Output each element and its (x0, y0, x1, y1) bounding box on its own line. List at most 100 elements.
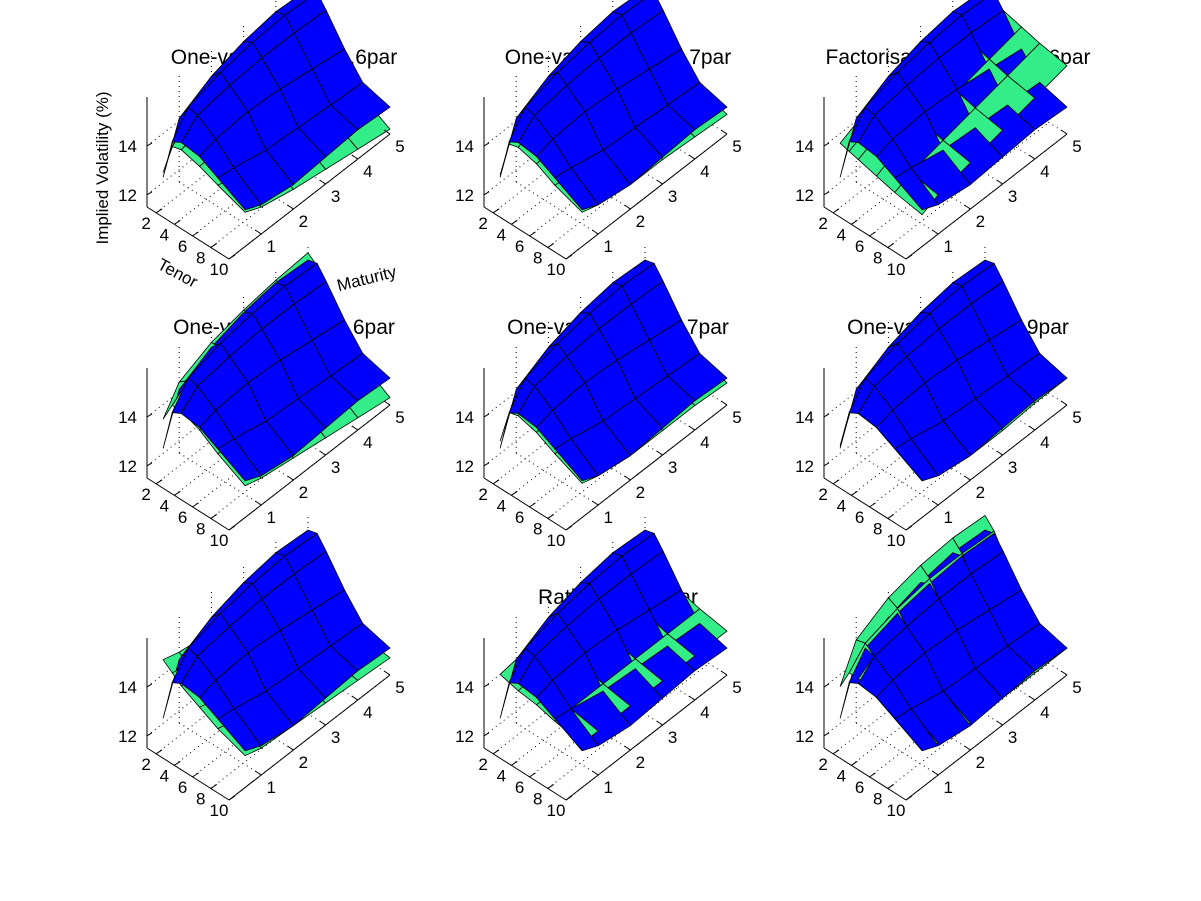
z-tick-label: 14 (118, 678, 137, 697)
maturity-tick-label: 4 (363, 162, 372, 181)
maturity-tick-label: 5 (1072, 678, 1081, 697)
maturity-tick-label: 1 (266, 237, 275, 256)
maturity-tick-label: 3 (331, 187, 340, 206)
maturity-tick-label: 4 (700, 703, 709, 722)
tenor-tick-label: 4 (837, 496, 846, 515)
z-tick-label: 14 (118, 408, 137, 427)
maturity-tick-label: 5 (395, 678, 404, 697)
surfaces (162, 529, 391, 757)
subplot-5: One-var 3rd chaos,7par121424681012345 (455, 243, 742, 550)
tenor-tick-label: 8 (873, 248, 882, 267)
z-tick-label: 14 (455, 678, 474, 697)
maturity-tick-label: 1 (266, 778, 275, 797)
maturity-tick-label: 1 (943, 237, 952, 256)
z-tick-label: 14 (795, 137, 814, 156)
tenor-axis (146, 206, 230, 260)
z-tick-label: 14 (795, 678, 814, 697)
tenor-tick-label: 4 (497, 225, 506, 244)
surfaces (499, 0, 728, 213)
tenor-tick-label: 4 (160, 766, 169, 785)
z-tick-label: 12 (118, 727, 137, 746)
tenor-tick-label: 10 (547, 531, 566, 550)
tenor-tick-label: 8 (196, 248, 205, 267)
tenor-tick-label: 6 (178, 778, 187, 797)
subplot-3: Factorisable 2nd chaos,6par1214246810123… (795, 0, 1091, 279)
maturity-tick-label: 3 (668, 187, 677, 206)
tenor-tick-label: 10 (210, 801, 229, 820)
tenor-tick-label: 8 (873, 519, 882, 538)
tenor-axis (483, 747, 567, 801)
z-tick-label: 14 (118, 137, 137, 156)
z-tick-label: 12 (455, 727, 474, 746)
subplot-6: One-var 3rd chaos,9par121424681012345 (795, 243, 1082, 550)
tenor-tick-label: 8 (196, 789, 205, 808)
maturity-axis (565, 133, 728, 260)
tenor-tick-label: 6 (855, 778, 864, 797)
market-surface-patch (217, 438, 262, 482)
tenor-tick-label: 2 (478, 214, 487, 233)
tenor-tick-label: 2 (478, 755, 487, 774)
tenor-tick-label: 6 (855, 508, 864, 527)
maturity-tick-label: 1 (603, 508, 612, 527)
z-axis-label: Implied Volatility (%) (93, 91, 112, 244)
z-tick-label: 12 (455, 457, 474, 476)
maturity-tick-label: 5 (395, 408, 404, 427)
z-tick-label: 12 (795, 727, 814, 746)
market-surface-patch (217, 708, 262, 752)
maturity-tick-label: 2 (976, 483, 985, 502)
maturity-tick-label: 2 (976, 212, 985, 231)
z-tick-label: 12 (795, 457, 814, 476)
tenor-tick-label: 4 (160, 496, 169, 515)
tenor-tick-label: 6 (515, 237, 524, 256)
maturity-axis (905, 674, 1068, 801)
z-tick-label: 12 (455, 186, 474, 205)
subplot-2: One-var 2nd chaos,7par121424681012345 (455, 0, 742, 279)
tenor-tick-label: 6 (855, 237, 864, 256)
tenor-tick-label: 4 (837, 225, 846, 244)
market-surface-patch (554, 438, 599, 482)
tenor-tick-label: 2 (478, 485, 487, 504)
maturity-tick-label: 4 (1040, 433, 1049, 452)
market-surface-patch (894, 708, 939, 752)
maturity-axis (228, 674, 391, 801)
z-tick-label: 14 (795, 408, 814, 427)
maturity-tick-label: 3 (668, 728, 677, 747)
surfaces (499, 529, 728, 752)
market-surface-patch (554, 167, 599, 211)
maturity-tick-label: 2 (299, 483, 308, 502)
subplot-7: HW,8par121424681012345 (118, 513, 405, 820)
tenor-tick-label: 4 (837, 766, 846, 785)
maturity-tick-label: 5 (1072, 137, 1081, 156)
tenor-tick-label: 4 (497, 496, 506, 515)
z-tick-label: 14 (455, 137, 474, 156)
surfaces (839, 514, 1068, 752)
maturity-axis (228, 404, 391, 531)
tenor-tick-label: 8 (873, 789, 882, 808)
maturity-tick-label: 2 (636, 483, 645, 502)
maturity-tick-label: 2 (636, 753, 645, 772)
maturity-tick-label: 5 (395, 137, 404, 156)
tenor-axis (823, 747, 907, 801)
maturity-tick-label: 4 (363, 703, 372, 722)
maturity-tick-label: 3 (1008, 187, 1017, 206)
maturity-tick-label: 2 (299, 753, 308, 772)
tenor-tick-label: 6 (178, 237, 187, 256)
tenor-axis-label: Tenor (154, 255, 201, 292)
maturity-axis (905, 133, 1068, 260)
surfaces (162, 0, 391, 213)
tenor-axis (823, 477, 907, 531)
maturity-tick-label: 4 (1040, 162, 1049, 181)
z-tick-label: 12 (118, 457, 137, 476)
tenor-tick-label: 8 (533, 248, 542, 267)
surfaces (839, 0, 1068, 216)
maturity-tick-label: 3 (331, 728, 340, 747)
surfaces (499, 259, 728, 484)
